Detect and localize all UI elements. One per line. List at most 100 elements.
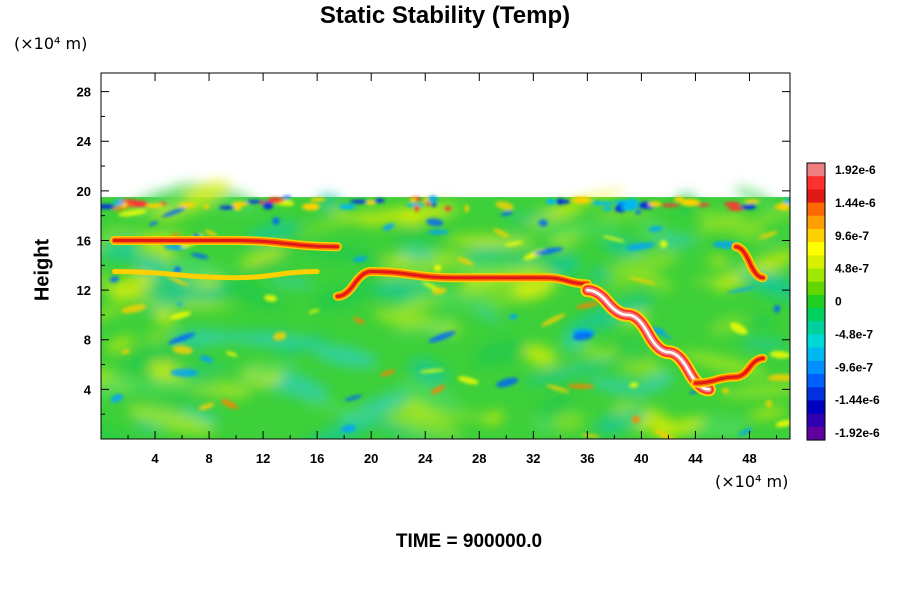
texture-speck — [281, 195, 292, 200]
top-edge-speck — [724, 201, 741, 207]
texture-blob — [303, 400, 382, 420]
texture-speck — [534, 247, 564, 255]
texture-blob — [707, 256, 730, 266]
top-edge-speck — [425, 201, 430, 206]
colorbar-swatch — [807, 176, 825, 190]
texture-blob — [101, 419, 136, 439]
texture-speck — [581, 433, 601, 438]
colorbar-swatch — [807, 308, 825, 322]
texture-speck — [225, 351, 238, 357]
texture-blob — [326, 209, 378, 226]
texture-blob — [410, 285, 494, 310]
texture-blob — [596, 207, 649, 219]
texture-blob — [593, 406, 647, 435]
texture-blob — [300, 415, 380, 439]
band-very-high — [586, 288, 711, 391]
texture-speck — [170, 368, 199, 377]
top-edge-speck — [660, 203, 680, 207]
top-edge-speck — [749, 203, 755, 207]
texture-speck — [767, 374, 790, 382]
texture-speck — [148, 221, 159, 227]
texture-speck — [509, 313, 518, 320]
texture-blob — [153, 308, 176, 325]
top-edge-speck — [130, 200, 148, 208]
plot-frame — [100, 72, 791, 440]
texture-speck — [541, 313, 566, 327]
texture-speck — [353, 317, 365, 324]
texture-speck — [121, 349, 131, 354]
texture-speck — [221, 399, 239, 410]
colorbar-label: -4.8e-7 — [835, 327, 873, 341]
texture-speck — [419, 368, 445, 373]
texture-speck — [629, 276, 657, 285]
top-edge-speck — [743, 199, 761, 204]
texture-blob — [550, 411, 585, 432]
texture-blob — [381, 417, 455, 427]
texture-speck — [308, 309, 320, 314]
texture-blob — [589, 266, 612, 282]
top-edge-speck — [556, 198, 564, 205]
y-tick-label: 12 — [77, 283, 91, 298]
texture-speck — [173, 266, 182, 274]
texture-blob — [134, 242, 167, 259]
texture-speck — [428, 331, 456, 343]
texture-blob — [312, 344, 378, 368]
contour-field — [101, 180, 790, 439]
texture-speck — [729, 322, 748, 335]
texture-blob — [575, 342, 615, 361]
colorbar-swatch — [807, 163, 825, 177]
texture-blob — [654, 417, 705, 439]
texture-speck — [575, 301, 599, 309]
top-edge-speck — [648, 201, 662, 207]
texture-speck — [635, 209, 642, 215]
top-edge-speck — [680, 198, 700, 207]
texture-blob — [122, 378, 217, 393]
texture-speck — [380, 369, 396, 377]
top-edge-speck — [178, 202, 196, 208]
x-tick-label: 4 — [151, 451, 159, 466]
texture-speck — [204, 229, 218, 237]
texture-speck — [648, 226, 664, 232]
texture-blob — [471, 307, 503, 323]
colorbar-swatch — [807, 215, 825, 230]
time-label: TIME = 900000.0 — [395, 531, 543, 552]
colorbar-label: 1.92e-6 — [835, 163, 876, 177]
texture-speck — [110, 393, 124, 403]
texture-blob — [406, 412, 504, 420]
texture-blob — [606, 250, 678, 279]
texture-blob — [390, 315, 462, 339]
texture-speck — [775, 419, 790, 428]
colorbar: 1.92e-6 1.44e-6 9.6e-7 4.8e-7 0 -4.8e-7 -9.6e-… — [806, 162, 880, 441]
texture-speck — [572, 332, 593, 341]
colorbar-swatch — [807, 228, 825, 243]
texture-blob — [105, 337, 135, 352]
texture-speck — [168, 332, 196, 345]
texture-blob — [749, 407, 787, 419]
top-edge-speck — [267, 197, 284, 204]
texture-blob — [734, 186, 777, 209]
top-edge-speck — [464, 204, 469, 213]
texture-speck — [176, 302, 183, 306]
texture-speck — [496, 377, 519, 388]
texture-speck — [199, 355, 214, 363]
texture-speck — [602, 235, 626, 243]
top-edge-speck — [430, 203, 437, 207]
texture-speck — [353, 256, 368, 263]
texture-speck — [428, 195, 439, 204]
texture-blob — [563, 295, 654, 337]
texture-blob — [373, 309, 463, 336]
x-tick-label: 36 — [580, 451, 594, 466]
texture-speck — [654, 429, 677, 439]
texture-speck — [632, 415, 641, 424]
top-edge-speck — [592, 200, 603, 206]
texture-blob — [156, 389, 230, 400]
texture-speck — [629, 382, 639, 388]
texture-speck — [190, 252, 209, 259]
texture-speck — [109, 276, 120, 283]
colorbar-swatch — [807, 400, 825, 415]
colorbar-label: 9.6e-7 — [835, 229, 869, 243]
texture-speck — [433, 264, 442, 272]
texture-blob — [740, 338, 787, 351]
